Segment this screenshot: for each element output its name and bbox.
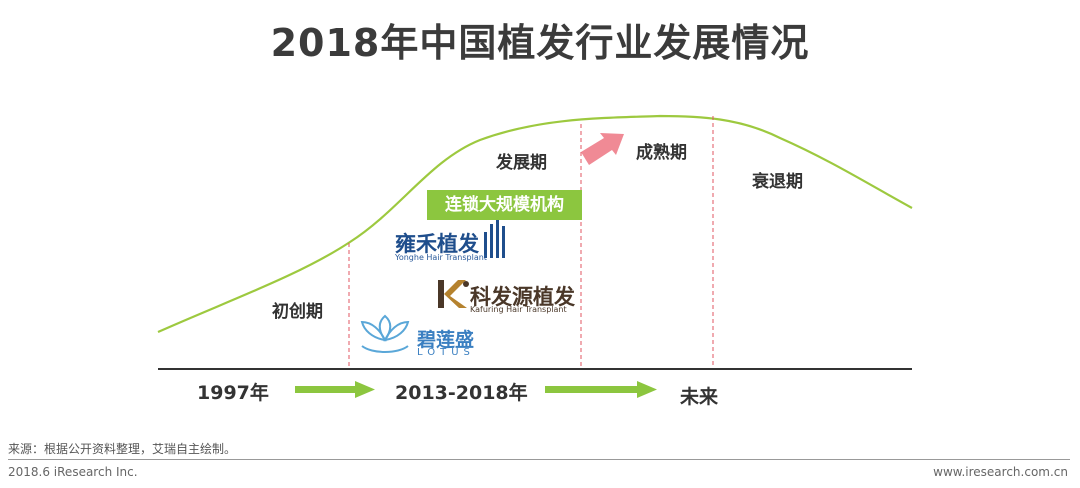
source-note: 来源：根据公开资料整理，艾瑞自主绘制。 xyxy=(8,442,237,456)
kefayuan-brand-name: 科发源植发 xyxy=(470,285,575,309)
timeline-end: 未来 xyxy=(680,386,719,408)
stage-mature: 成熟期 xyxy=(636,143,687,163)
yonghe-logo-icon xyxy=(484,218,505,258)
arrow-right-icon xyxy=(295,381,375,398)
stage-initial: 初创期 xyxy=(272,302,323,322)
chain-institution-banner: 连锁大规模机构 xyxy=(427,190,582,220)
footer-website: www.iresearch.com.cn xyxy=(933,465,1068,479)
stage-decline: 衰退期 xyxy=(752,172,803,192)
yonghe-brand-name: 雍禾植发 xyxy=(395,232,479,256)
kefayuan-brand-en: Kafuring Hair Transplant xyxy=(470,305,567,314)
lotus-logo-icon xyxy=(360,314,410,353)
page-title: 2018年中国植发行业发展情况 xyxy=(270,21,810,65)
lifecycle-curve xyxy=(157,114,913,334)
kefayuan-logo-icon xyxy=(438,280,469,308)
footer-divider xyxy=(8,459,1070,460)
yonghe-brand-en: Yonghe Hair Transplant xyxy=(395,253,487,262)
timeline-start: 1997年 xyxy=(197,382,269,404)
bilian-brand-name: 碧莲盛 xyxy=(417,329,475,351)
stage-growth: 发展期 xyxy=(496,153,547,173)
bilian-brand-en: LOTUS xyxy=(417,347,475,358)
arrow-up-right-icon xyxy=(581,133,624,165)
footer-copyright: 2018.6 iResearch Inc. xyxy=(8,465,138,479)
arrow-right-icon xyxy=(545,381,657,398)
timeline-middle: 2013-2018年 xyxy=(395,382,528,404)
